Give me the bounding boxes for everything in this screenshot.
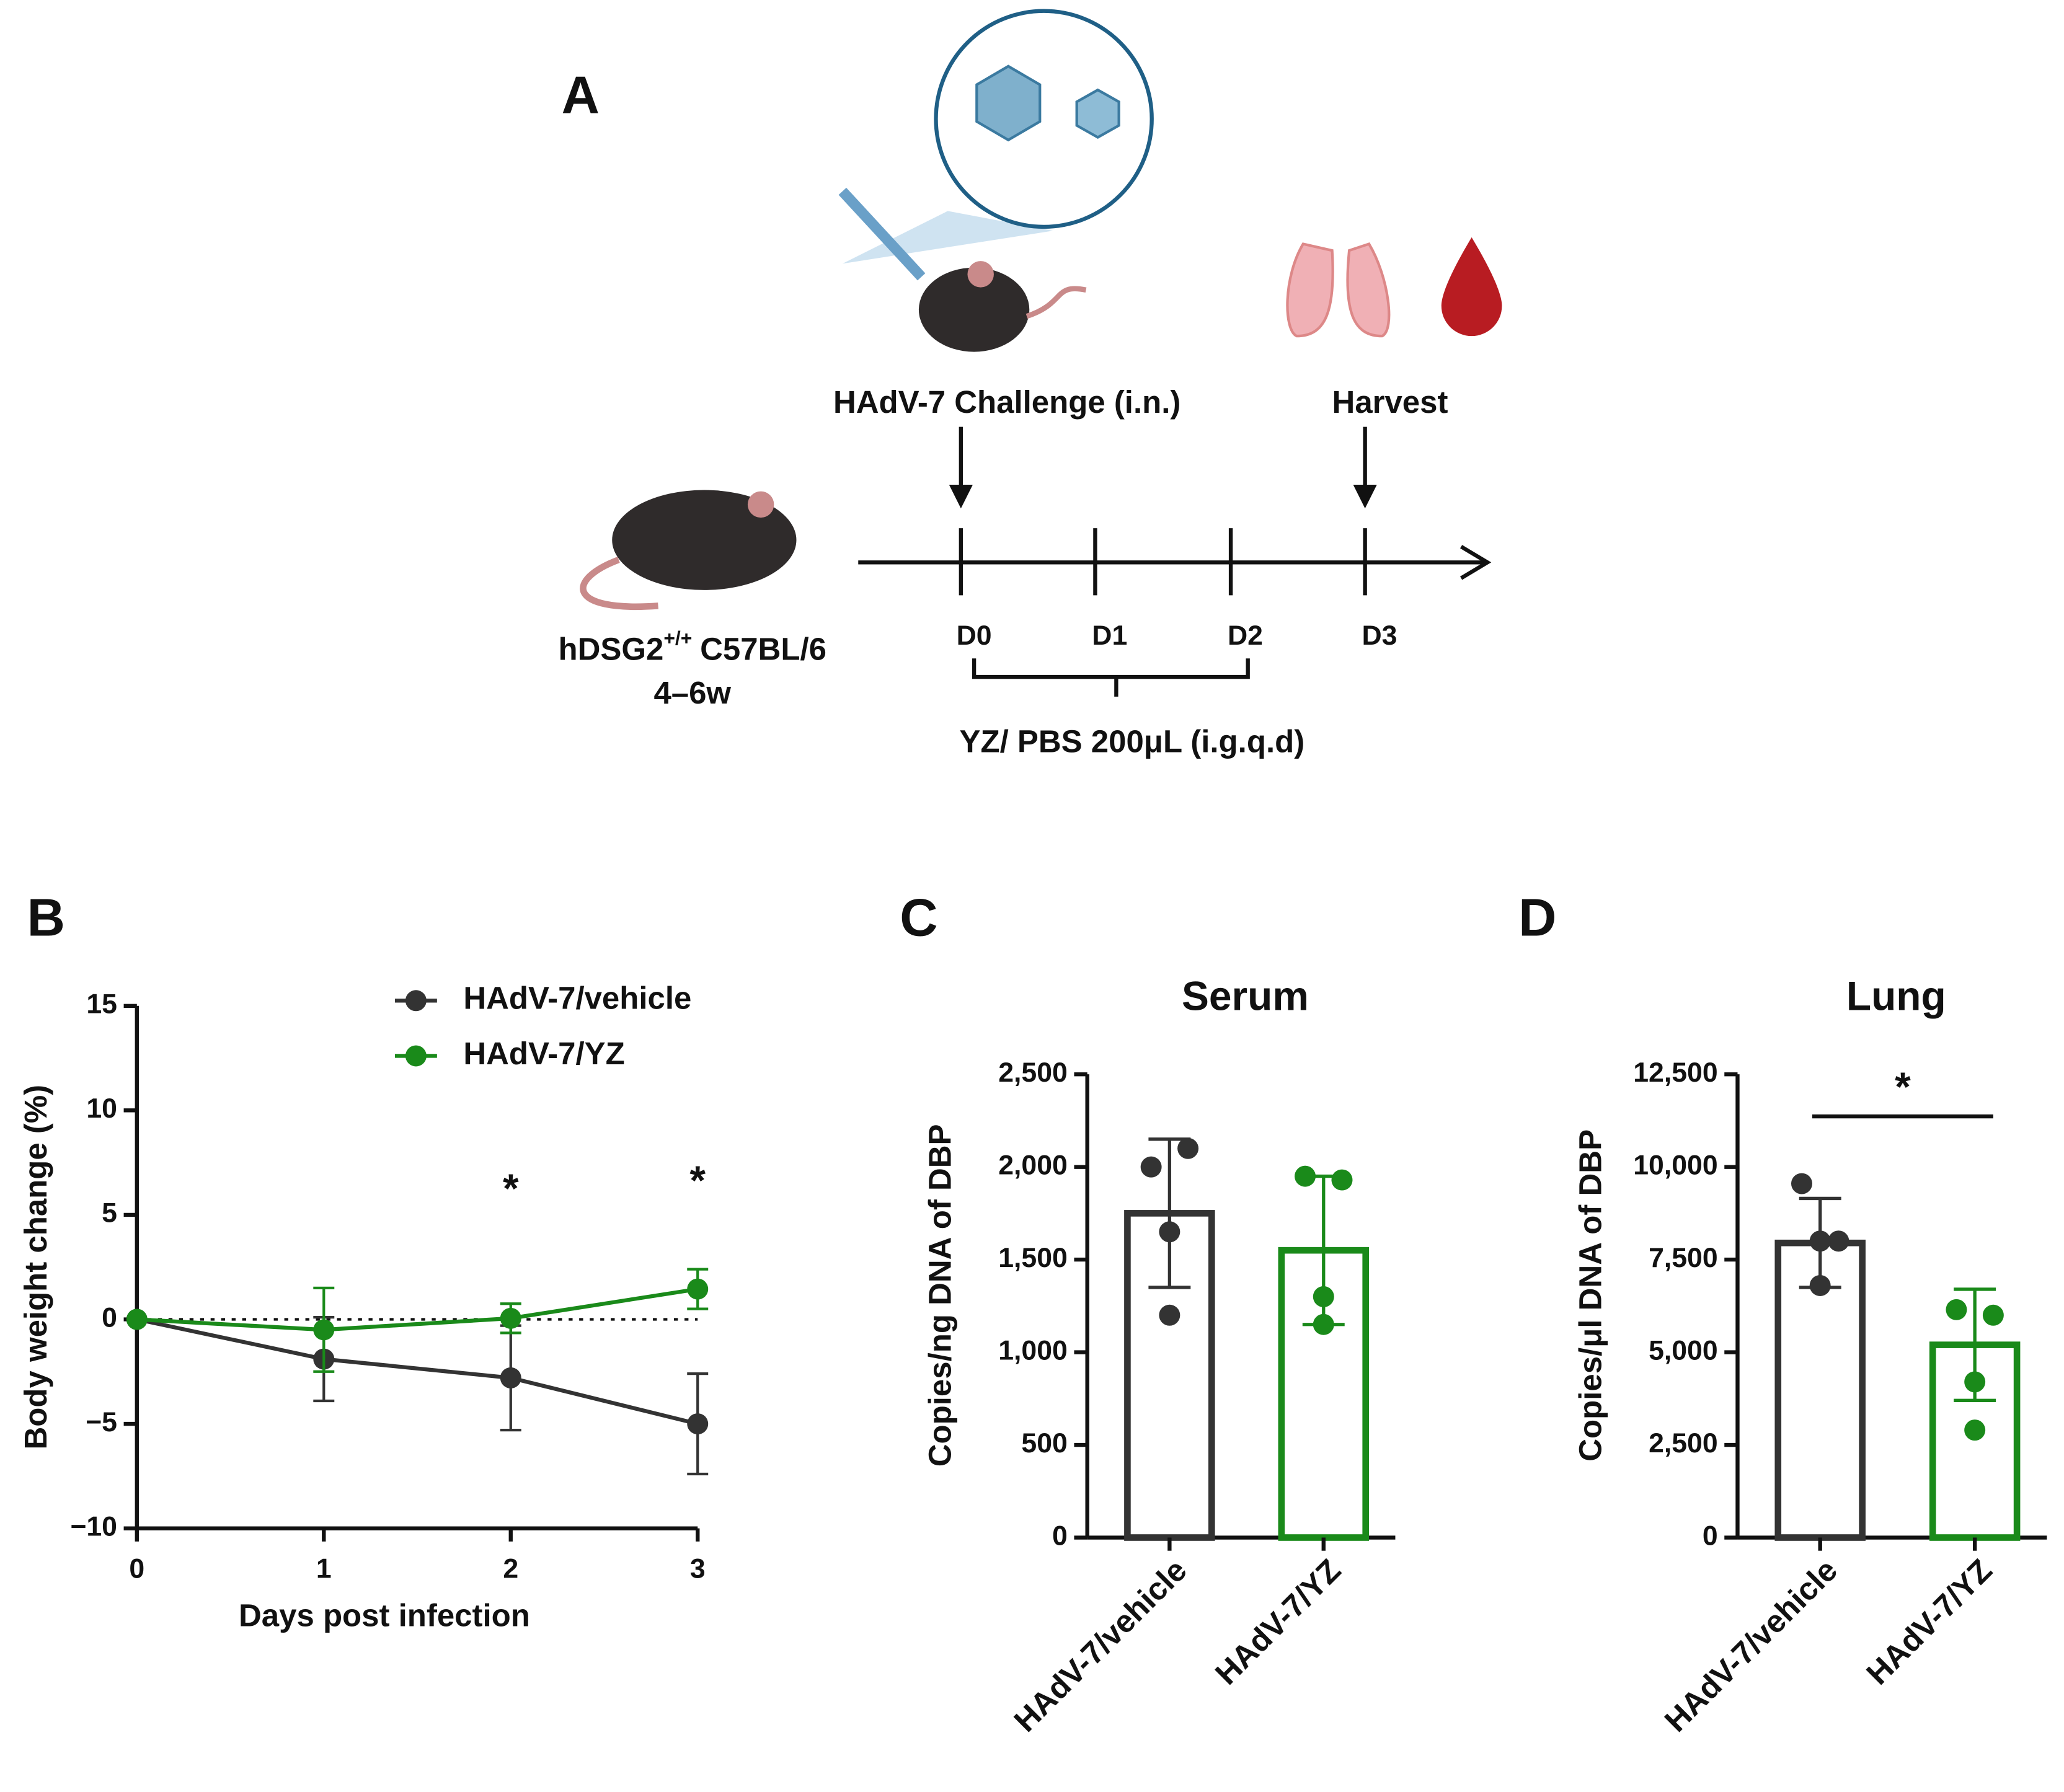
x-tick-label: 3 — [690, 1553, 706, 1584]
x-axis-title: Days post infection — [239, 1597, 530, 1633]
data-point — [1828, 1230, 1849, 1252]
y-axis-title: Copies/μl DNA of DBP — [1572, 1129, 1608, 1462]
x-tick-label: 0 — [129, 1553, 144, 1584]
treatment-label: YZ/ PBS 200μL (i.g.q.d) — [960, 724, 1305, 759]
day-label: D0 — [957, 620, 992, 651]
legend-label: HAdV-7/YZ — [463, 1036, 624, 1071]
significance-star: * — [503, 1165, 519, 1211]
y-axis-title: Body weight change (%) — [18, 1085, 53, 1450]
magnifier — [934, 9, 1154, 229]
timeline — [1459, 545, 1492, 580]
data-point — [687, 1413, 709, 1435]
mouse-icon — [612, 490, 797, 590]
data-point — [687, 1278, 709, 1300]
y-tick-label: 10 — [86, 1093, 117, 1124]
mouse-icon — [918, 267, 1030, 352]
lung-icon — [1286, 242, 1391, 338]
y-tick-label: 500 — [1021, 1428, 1067, 1459]
data-point — [1982, 1304, 2004, 1326]
strain-name: hDSG2 — [559, 632, 664, 667]
x-tick-label: HAdV-7/vehicle — [1007, 1552, 1194, 1739]
y-tick-label: −10 — [70, 1511, 117, 1542]
y-tick-label: 15 — [86, 989, 117, 1020]
data-point — [1331, 1169, 1353, 1191]
data-point — [313, 1319, 335, 1341]
day-label: D1 — [1092, 620, 1127, 651]
series-line — [136, 1287, 698, 1332]
legend-label: HAdV-7/vehicle — [463, 981, 691, 1016]
strain-label: hDSG2+/+ C57BL/6 — [559, 627, 826, 667]
panel-label: B — [27, 888, 65, 947]
data-point — [1177, 1137, 1199, 1159]
data-point — [1313, 1313, 1334, 1335]
data-point — [1946, 1299, 1967, 1320]
y-tick-label: 7,500 — [1649, 1243, 1718, 1273]
panel-label: A — [562, 65, 600, 124]
significance-star: * — [689, 1157, 706, 1203]
data-point — [1159, 1221, 1180, 1243]
panel-label: C — [900, 888, 937, 947]
mouse-icon — [967, 261, 994, 288]
x-tick-label: HAdV-7/YZ — [1208, 1552, 1347, 1691]
bracket — [972, 658, 1250, 697]
arrow — [949, 485, 973, 509]
age-label: 4–6w — [653, 675, 731, 710]
mouse-icon — [1025, 286, 1087, 319]
x-tick-label: HAdV-7/YZ — [1859, 1552, 1998, 1691]
y-tick-label: 1,000 — [998, 1335, 1068, 1366]
virus-icon — [1075, 88, 1120, 139]
mouse-icon — [747, 491, 774, 518]
y-tick-label: 1,500 — [998, 1243, 1068, 1273]
chart-title: Lung — [1846, 973, 1946, 1019]
y-tick-label: 2,500 — [1649, 1428, 1718, 1459]
x-tick-label: 2 — [503, 1553, 518, 1584]
y-tick-label: −5 — [86, 1407, 117, 1437]
timeline-ticks — [959, 528, 1367, 596]
arrow — [1353, 485, 1377, 509]
chart-title: Serum — [1182, 973, 1309, 1019]
data-point — [1140, 1156, 1162, 1178]
data-point — [1159, 1304, 1180, 1326]
data-point — [1809, 1230, 1831, 1252]
y-tick-label: 0 — [1703, 1521, 1718, 1551]
data-point — [1295, 1165, 1316, 1187]
series-line — [136, 1317, 698, 1426]
y-tick-label: 2,000 — [998, 1150, 1068, 1180]
y-tick-label: 2,500 — [998, 1057, 1068, 1088]
virus-icon — [975, 64, 1042, 142]
blood-icon — [1441, 237, 1502, 337]
schematic: A HAdV-7 Challenge (i.n.) Harvest D0 D1 … — [559, 9, 1502, 759]
x-tick-label: 1 — [316, 1553, 332, 1584]
y-tick-label: 0 — [1052, 1521, 1068, 1551]
strain-background: C57BL/6 — [700, 632, 826, 667]
y-axis-title: Copies/ng DNA of DBP — [923, 1124, 958, 1467]
mouse-icon — [580, 557, 658, 610]
x-tick-label: HAdV-7/vehicle — [1658, 1552, 1845, 1739]
y-tick-label: 0 — [102, 1302, 117, 1333]
data-point — [1809, 1274, 1831, 1296]
harvest-label: Harvest — [1332, 384, 1448, 420]
data-point — [500, 1307, 521, 1329]
y-tick-label: 10,000 — [1633, 1150, 1717, 1180]
significance-star: * — [1895, 1064, 1911, 1110]
day-label: D3 — [1362, 620, 1397, 651]
legend-swatch — [405, 1045, 427, 1067]
panel-label: D — [1518, 888, 1556, 947]
challenge-label: HAdV-7 Challenge (i.n.) — [833, 384, 1180, 420]
legend-swatch — [405, 990, 427, 1012]
strain-superscript: +/+ — [663, 627, 692, 650]
data-point — [1313, 1286, 1334, 1307]
data-point — [126, 1309, 148, 1330]
dropper — [838, 187, 926, 281]
day-label: D2 — [1228, 620, 1263, 651]
y-tick-label: 5 — [102, 1198, 117, 1229]
data-point — [1791, 1173, 1812, 1194]
data-point — [1964, 1371, 1986, 1393]
data-point — [500, 1367, 521, 1388]
data-point — [1964, 1419, 1986, 1441]
y-tick-label: 12,500 — [1633, 1057, 1717, 1088]
y-tick-label: 5,000 — [1649, 1335, 1718, 1366]
